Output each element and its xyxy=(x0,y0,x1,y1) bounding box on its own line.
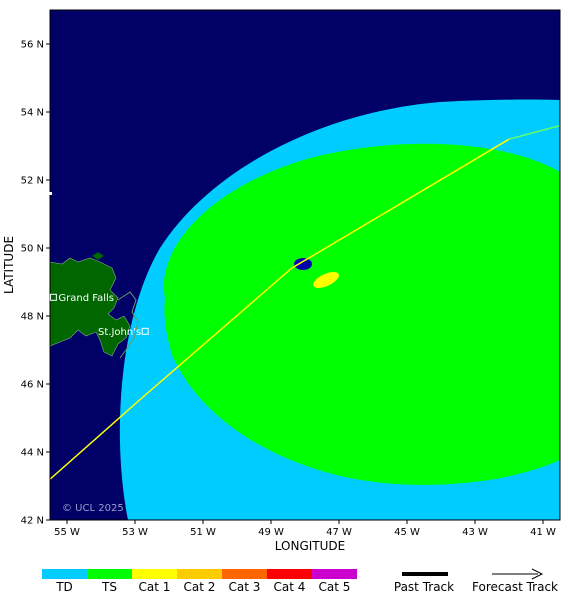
legend-swatch xyxy=(312,569,357,579)
lon-tick-label: 53 W xyxy=(122,527,148,538)
left-edge-marker xyxy=(48,192,52,195)
legend-labels: TD TS Cat 1 Cat 2 Cat 3 Cat 4 Cat 5 xyxy=(55,580,350,594)
lon-tick-label: 47 W xyxy=(326,527,352,538)
legend-swatch xyxy=(177,569,222,579)
legend-color-bar xyxy=(42,569,357,579)
lon-tick-label: 49 W xyxy=(258,527,284,538)
x-axis-title: LONGITUDE xyxy=(275,539,345,553)
legend-swatch xyxy=(132,569,177,579)
lat-tick-label: 46 N xyxy=(21,380,44,391)
legend: TD TS Cat 1 Cat 2 Cat 3 Cat 4 Cat 5 Past Track… xyxy=(0,562,580,602)
legend-item-label: Cat 1 xyxy=(139,580,171,594)
legend-item-label: Cat 5 xyxy=(319,580,351,594)
lat-tick-label: 48 N xyxy=(21,312,44,323)
legend-swatch xyxy=(42,569,87,579)
past-track-label: Past Track xyxy=(394,580,454,594)
legend-item-label: TS xyxy=(101,580,117,594)
y-axis-title: LATITUDE xyxy=(2,236,16,294)
lat-tick-label: 54 N xyxy=(21,108,44,119)
legend-item-label: Cat 2 xyxy=(184,580,216,594)
legend-swatch xyxy=(87,569,132,579)
lon-tick-label: 41 W xyxy=(530,527,556,538)
city-label: St.John's xyxy=(98,327,141,338)
city-label: Grand Falls xyxy=(58,293,114,304)
lon-tick-label: 45 W xyxy=(394,527,420,538)
lat-tick-label: 44 N xyxy=(21,448,44,459)
longitude-ticks: 55 W 53 W 51 W 49 W 47 W 45 W 43 W 41 W xyxy=(54,520,556,538)
lat-tick-label: 52 N xyxy=(21,176,44,187)
forecast-track-label: Forecast Track xyxy=(472,580,558,594)
lat-tick-label: 42 N xyxy=(21,516,44,527)
legend-item-label: Cat 4 xyxy=(274,580,306,594)
legend-item-label: Cat 3 xyxy=(229,580,261,594)
lon-tick-label: 55 W xyxy=(54,527,80,538)
legend-swatch xyxy=(222,569,267,579)
hurricane-track-map: 56 N 54 N 52 N 50 N 48 N 46 N 44 N 42 N 55 W 53 … xyxy=(0,0,580,560)
lon-tick-label: 43 W xyxy=(462,527,488,538)
legend-swatch xyxy=(267,569,312,579)
lat-tick-label: 56 N xyxy=(21,40,44,51)
storm-eye xyxy=(294,258,312,270)
copyright-text: © UCL 2025 xyxy=(62,503,124,514)
legend-item-label: TD xyxy=(55,580,73,594)
lon-tick-label: 51 W xyxy=(190,527,216,538)
latitude-ticks: 56 N 54 N 52 N 50 N 48 N 46 N 44 N 42 N xyxy=(21,40,50,527)
lat-tick-label: 50 N xyxy=(21,244,44,255)
